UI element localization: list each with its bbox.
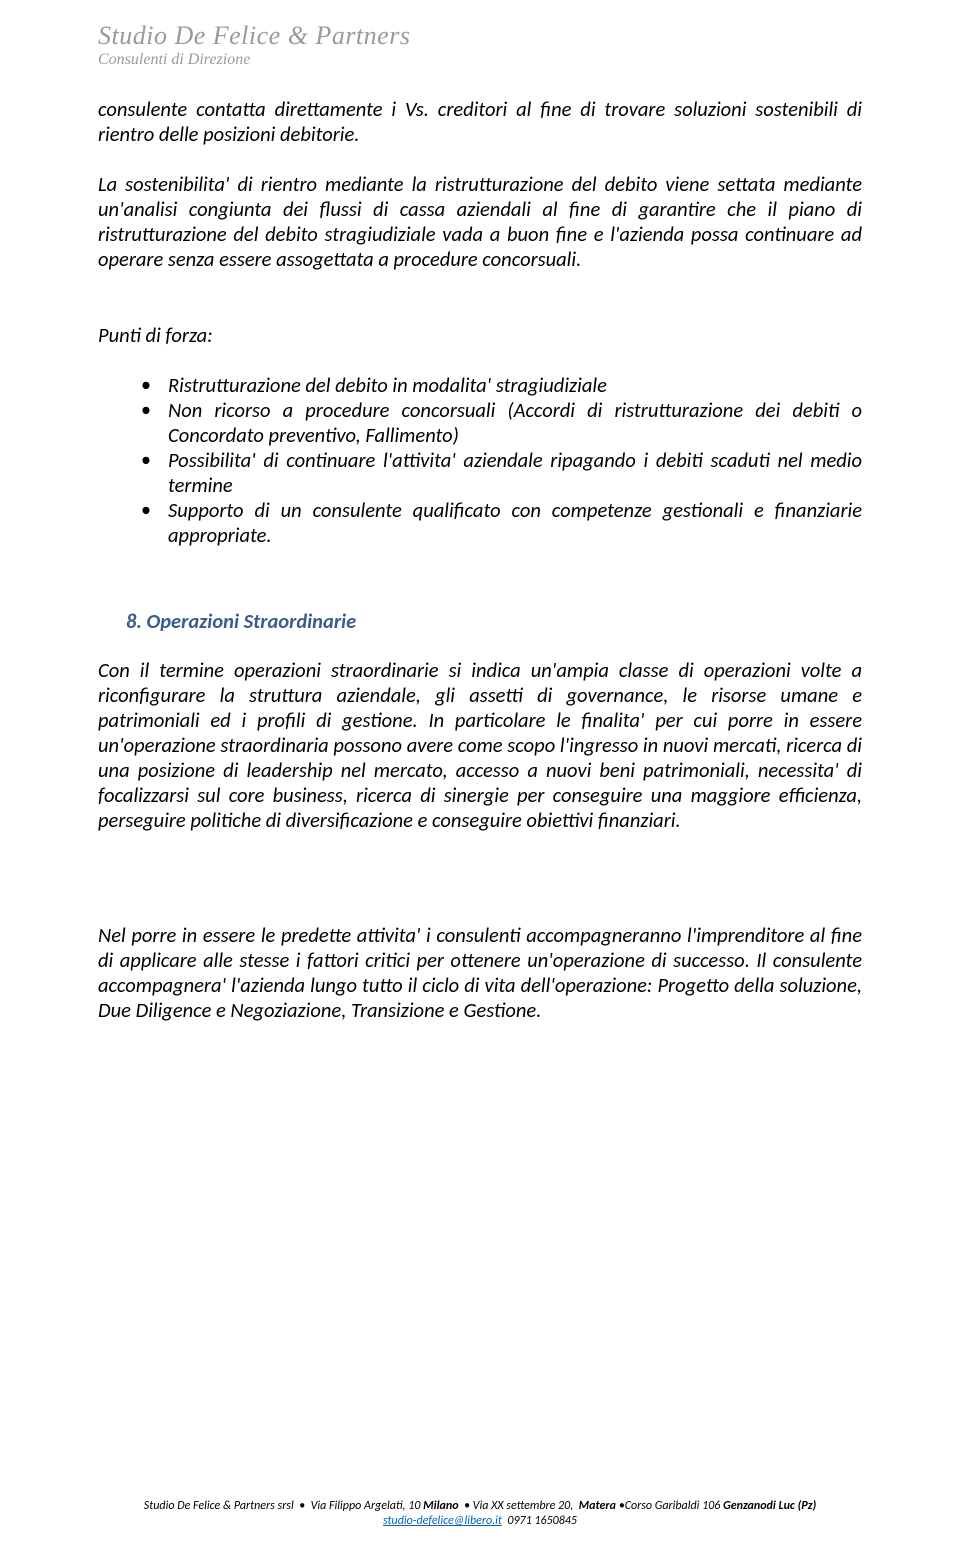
intro-paragraph-1: consulente contatta direttamente i Vs. c… bbox=[98, 97, 862, 147]
section-heading-operazioni: 8. Operazioni Straordinarie bbox=[126, 608, 862, 634]
footer-addr2: Via XX settembre 20, bbox=[473, 1499, 574, 1513]
studio-subtitle: Consulenti di Direzione bbox=[98, 51, 862, 69]
footer-city1: Milano bbox=[423, 1499, 458, 1513]
studio-title: Studio De Felice & Partners bbox=[98, 22, 862, 49]
punti-di-forza-list: Ristrutturazione del debito in modalita'… bbox=[98, 373, 862, 548]
section-paragraph-2: Nel porre in essere le predette attivita… bbox=[98, 923, 862, 1023]
footer-phone: 0971 1650845 bbox=[507, 1514, 577, 1528]
page-footer: Studio De Felice & Partners srsl • Via F… bbox=[0, 1499, 960, 1530]
footer-line-1: Studio De Felice & Partners srsl • Via F… bbox=[0, 1499, 960, 1515]
list-item: Possibilita' di continuare l'attivita' a… bbox=[98, 448, 862, 498]
footer-city3: Genzanodi Luc (Pz) bbox=[723, 1499, 816, 1513]
punti-di-forza-label: Punti di forza: bbox=[98, 322, 862, 348]
list-item: Supporto di un consulente qualificato co… bbox=[98, 498, 862, 548]
section-title: Operazioni Straordinarie bbox=[147, 608, 357, 634]
footer-line-2: studio-defelice@libero.it 0971 1650845 bbox=[0, 1514, 960, 1530]
list-item: Non ricorso a procedure concorsuali (Acc… bbox=[98, 398, 862, 448]
footer-email-link[interactable]: studio-defelice@libero.it bbox=[383, 1514, 502, 1528]
footer-addr3: Corso Garibaldi 106 bbox=[625, 1499, 721, 1513]
section-number: 8. bbox=[126, 608, 142, 634]
footer-addr1: Via Filippo Argelati, 10 bbox=[311, 1499, 421, 1513]
footer-company: Studio De Felice & Partners srsl bbox=[144, 1499, 294, 1513]
footer-city2: Matera bbox=[579, 1499, 616, 1513]
section-paragraph-1: Con il termine operazioni straordinarie … bbox=[98, 658, 862, 833]
list-item: Ristrutturazione del debito in modalita'… bbox=[98, 373, 862, 398]
intro-paragraph-2: La sostenibilita' di rientro mediante la… bbox=[98, 172, 862, 272]
